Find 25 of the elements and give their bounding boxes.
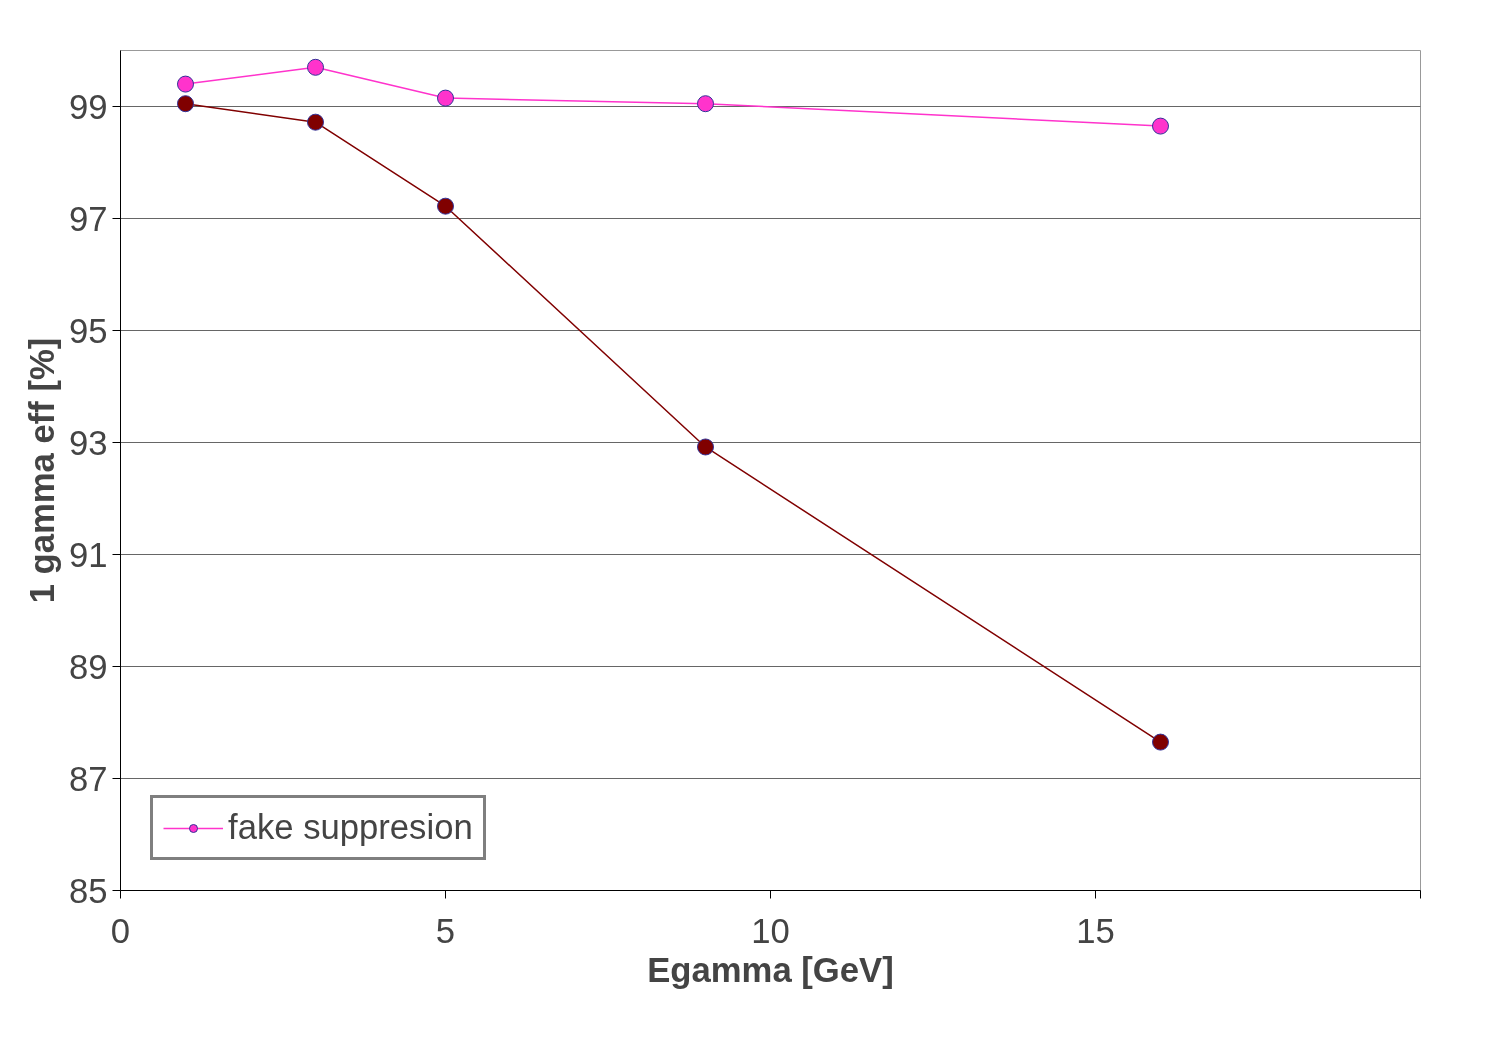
point <box>307 113 324 131</box>
x-tick-label: 10 <box>751 911 790 950</box>
y-tick-label: 97 <box>68 199 108 238</box>
y-tick-label: 95 <box>68 311 108 350</box>
x-tick-label: 5 <box>435 911 456 950</box>
point <box>437 89 454 107</box>
point <box>437 197 454 215</box>
y-tick-label: 87 <box>68 759 108 798</box>
legend-label: fake suppresion <box>228 808 473 847</box>
y-tick-label: 91 <box>68 535 108 574</box>
point <box>1152 733 1169 751</box>
point <box>1152 117 1169 135</box>
point <box>177 95 194 113</box>
x-axis-title: Egamma [GeV] <box>647 950 894 989</box>
point <box>177 75 194 93</box>
y-tick-label: 99 <box>68 87 108 126</box>
y-tick-label: 85 <box>68 871 108 910</box>
point <box>307 58 324 76</box>
y-tick-label: 89 <box>68 647 108 686</box>
point <box>697 95 714 113</box>
y-axis-title: 1 gamma eff [%] <box>22 337 61 604</box>
y-tick-label: 93 <box>68 423 108 462</box>
x-tick-label: 0 <box>110 911 131 950</box>
point <box>697 438 714 456</box>
x-tick-label: 15 <box>1076 911 1115 950</box>
